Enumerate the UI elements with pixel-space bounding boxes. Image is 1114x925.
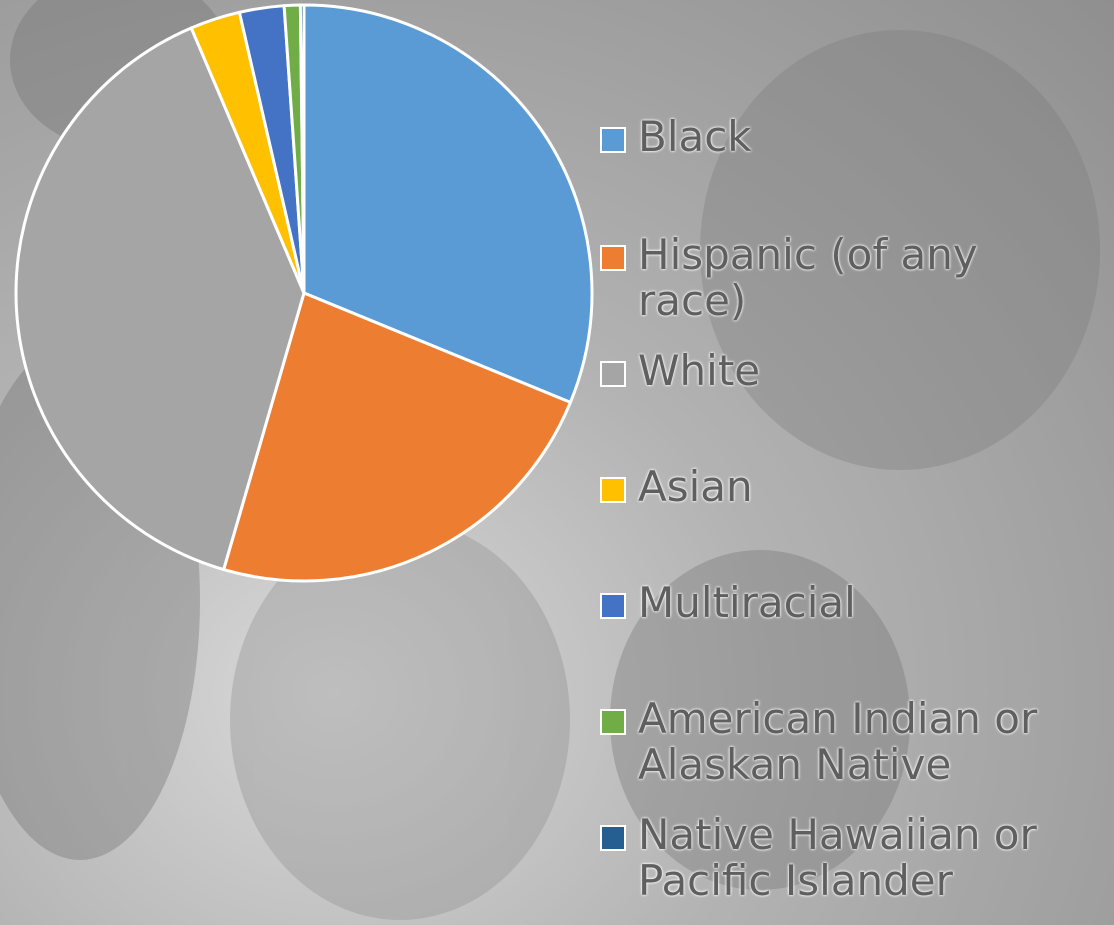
legend-swatch <box>600 709 626 735</box>
legend-label: Asian <box>638 464 1058 510</box>
legend-entry: Black <box>600 114 1070 160</box>
legend-label: Hispanic (of any race) <box>638 232 1058 324</box>
legend-label: American Indian or Alaskan Native <box>638 696 1058 788</box>
legend: Black Hispanic (of any race) White Asian Mul… <box>600 0 1100 925</box>
legend-entry: Hispanic (of any race) <box>600 232 1070 324</box>
legend-entry: White <box>600 348 1070 394</box>
legend-swatch <box>600 245 626 271</box>
legend-entry: Multiracial <box>600 580 1070 626</box>
legend-label: Black <box>638 114 1058 160</box>
legend-swatch <box>600 127 626 153</box>
legend-entry: Asian <box>600 464 1070 510</box>
page: Black Hispanic (of any race) White Asian Mul… <box>0 0 1114 925</box>
legend-label: Multiracial <box>638 580 1058 626</box>
legend-entry: Native Hawaiian or Pacific Islander <box>600 812 1070 904</box>
pie <box>16 5 592 581</box>
legend-label: Native Hawaiian or Pacific Islander <box>638 812 1058 904</box>
legend-swatch <box>600 477 626 503</box>
legend-entry: American Indian or Alaskan Native <box>600 696 1070 788</box>
legend-label: White <box>638 348 1058 394</box>
legend-swatch <box>600 825 626 851</box>
legend-swatch <box>600 593 626 619</box>
legend-swatch <box>600 361 626 387</box>
